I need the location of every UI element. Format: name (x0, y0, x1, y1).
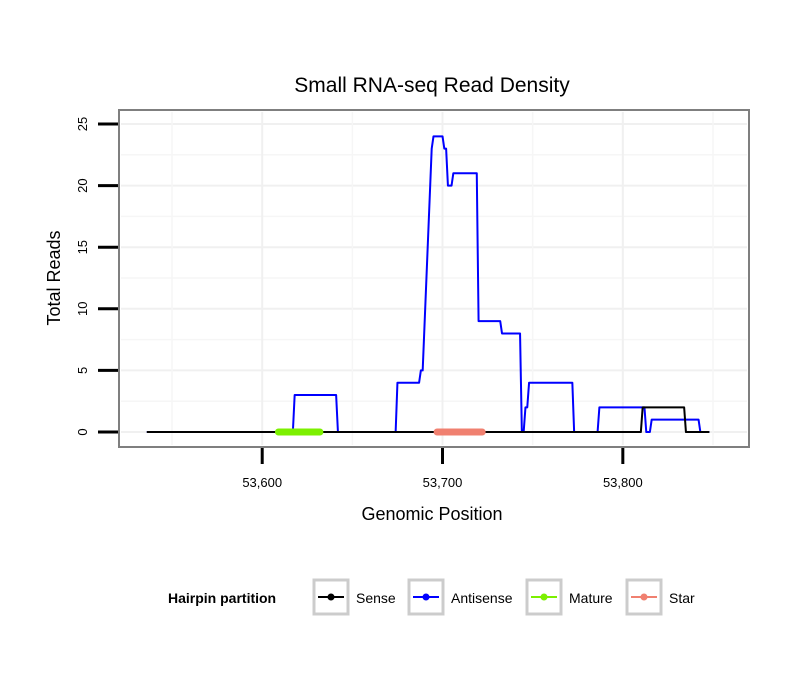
legend-item-star: Star (625, 578, 695, 616)
legend-keys: Sense Antisense Mature Star (312, 578, 695, 616)
legend-label: Sense (356, 590, 396, 606)
x-axis-title: Genomic Position (361, 504, 502, 524)
y-tick-label: 25 (75, 117, 90, 131)
legend-key-point (327, 593, 335, 601)
series-layer (146, 135, 710, 436)
y-tick-label: 15 (75, 240, 90, 254)
legend: Hairpin partition Sense Antisense Mature St… (168, 578, 695, 616)
x-tick-label: 53,600 (242, 475, 282, 490)
legend-key-point (640, 593, 648, 601)
legend-item-mature: Mature (525, 578, 613, 616)
x-tick-label: 53,800 (603, 475, 643, 490)
legend-key-point (540, 593, 548, 601)
legend-title: Hairpin partition (168, 590, 276, 606)
legend-label: Antisense (451, 590, 513, 606)
series-line-sense (146, 406, 710, 433)
y-axis-title: Total Reads (44, 230, 64, 325)
legend-label: Mature (569, 590, 613, 606)
series-line-antisense (146, 135, 710, 433)
plot-panel-border (118, 109, 750, 448)
legend-item-antisense: Antisense (407, 578, 513, 616)
legend-label: Star (669, 590, 695, 606)
legend-item-sense: Sense (312, 578, 396, 616)
y-tick-label: 20 (75, 178, 90, 192)
chart-title: Small RNA-seq Read Density (294, 74, 570, 97)
y-tick-label: 5 (75, 367, 90, 374)
gridlines (121, 112, 747, 445)
y-tick-label: 0 (75, 428, 90, 435)
legend-key-point (422, 593, 430, 601)
axes: 0 5 10 15 20 25 53,600 53,700 53,800 (75, 117, 643, 490)
x-tick-label: 53,700 (423, 475, 463, 490)
y-tick-label: 10 (75, 302, 90, 316)
